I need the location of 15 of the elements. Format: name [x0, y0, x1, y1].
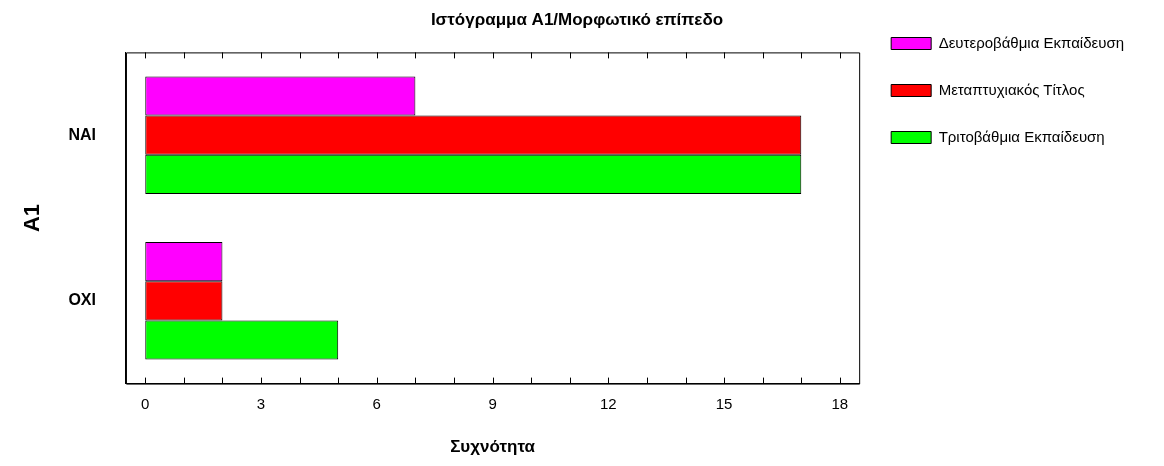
x-tick-label: 18 — [831, 394, 849, 412]
x-tick-label: 0 — [141, 394, 150, 412]
x-axis-title: Συχνότητα — [450, 437, 536, 457]
y-tick-label: NAI — [68, 125, 96, 143]
legend-label: Τριτοβάθμια Εκπαίδευση — [938, 127, 1105, 145]
legend-label: Δευτεροβάθμια Εκπαίδευση — [938, 33, 1124, 51]
x-tick-label: 3 — [256, 394, 266, 412]
y-tick-label: OXI — [68, 291, 96, 309]
legend-label: Μεταπτυχιακός Τίτλος — [938, 80, 1085, 98]
x-tick-label: 9 — [488, 394, 497, 412]
x-tick-label: 15 — [715, 394, 733, 412]
y-axis-title: A1 — [19, 203, 45, 233]
chart-title: Ιστόγραμμα A1/Μορφωτικό επίπεδο — [430, 9, 724, 29]
x-tick-label: 6 — [372, 394, 381, 412]
x-tick-label: 12 — [599, 394, 617, 412]
